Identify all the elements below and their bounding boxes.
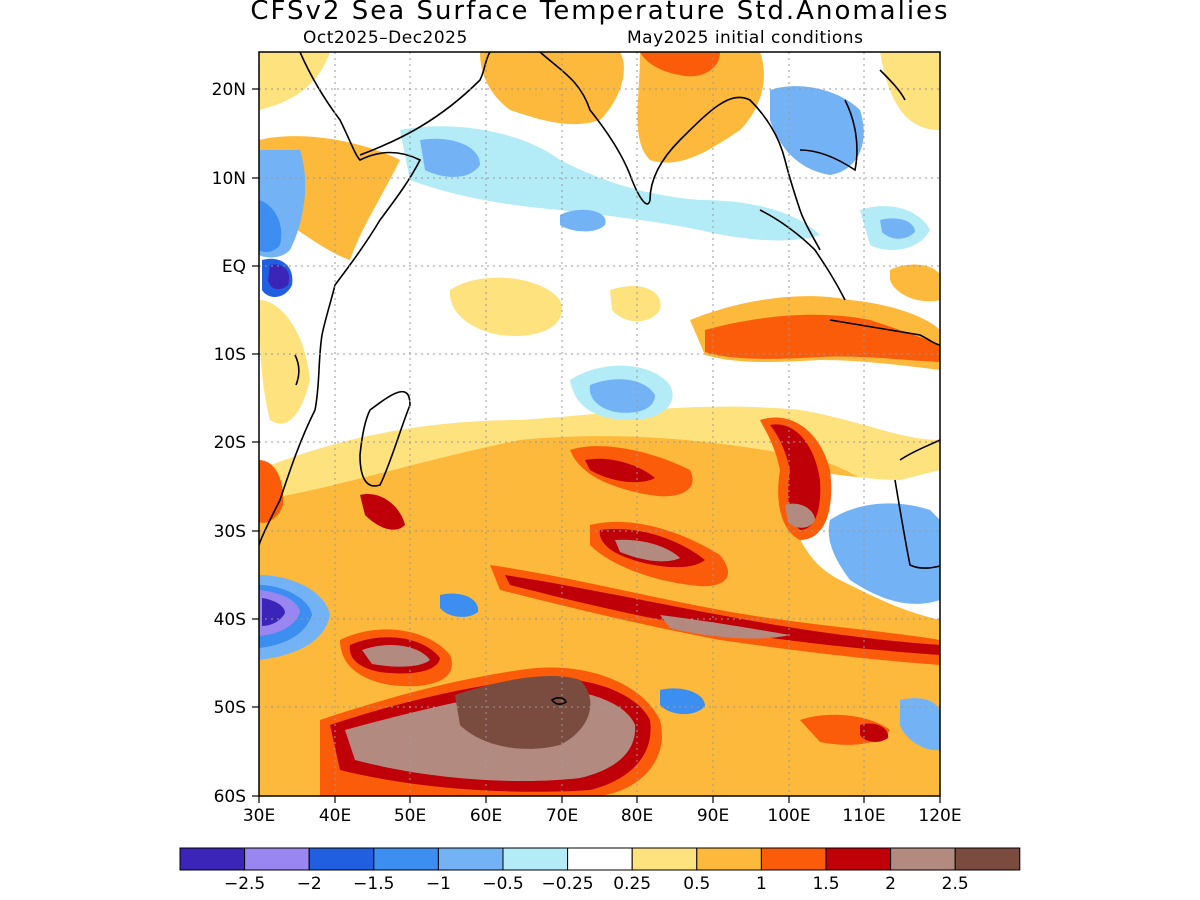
colorbar-swatch — [437, 847, 504, 871]
lat-tick-40s: 40S — [214, 610, 246, 630]
colorbar-swatch — [954, 847, 1021, 871]
lon-tick-70e: 70E — [546, 806, 578, 826]
colorbar-swatch — [308, 847, 375, 871]
colorbar-swatch — [631, 847, 698, 871]
lat-tick-10n: 10N — [212, 169, 246, 189]
colorbar-label: 0.5 — [683, 874, 710, 894]
anomaly-field — [259, 52, 940, 796]
colorbar-swatch — [373, 847, 439, 871]
colorbar-swatch — [825, 847, 892, 871]
lon-tick-40e: 40E — [319, 806, 351, 826]
lat-axis: 20N 10N EQ 10S 20S 30S 40S 50S 60S — [212, 80, 246, 807]
colorbar-label: −0.5 — [482, 874, 523, 894]
lon-axis: 30E 40E 50E 60E 70E 80E 90E 100E 110E 12… — [243, 806, 962, 826]
plot-frame — [258, 51, 941, 797]
map-title: CFSv2 Sea Surface Temperature Std.Anomal… — [250, 0, 950, 26]
lon-tick-120e: 120E — [918, 806, 961, 826]
colorbar-swatch — [244, 847, 310, 871]
lon-tick-100e: 100E — [767, 806, 810, 826]
colorbar-label: −2 — [297, 874, 322, 894]
lat-tick-20n: 20N — [212, 80, 246, 100]
colorbar-label: 2 — [885, 874, 896, 894]
initial-conditions: May2025 initial conditions — [627, 28, 864, 48]
forecast-period: Oct2025–Dec2025 — [303, 28, 468, 48]
lon-tick-30e: 30E — [243, 806, 275, 826]
lat-tick-50s: 50S — [214, 698, 246, 718]
colorbar-label: 2.5 — [942, 874, 969, 894]
lat-tick-60s: 60S — [214, 787, 246, 807]
lat-tick-30s: 30S — [214, 522, 246, 542]
colorbar-label: 1 — [756, 874, 767, 894]
lon-tick-110e: 110E — [842, 806, 885, 826]
colorbar-label: 0.25 — [613, 874, 651, 894]
colorbar-label: 1.5 — [812, 874, 839, 894]
lon-tick-50e: 50E — [394, 806, 426, 826]
graticule — [259, 52, 940, 796]
colorbar-label: −1 — [426, 874, 451, 894]
lon-tick-60e: 60E — [470, 806, 502, 826]
lon-tick-90e: 90E — [697, 806, 729, 826]
colorbar-swatch — [502, 847, 569, 871]
lat-tick-eq: EQ — [222, 257, 246, 277]
colorbar-swatch — [567, 847, 633, 871]
lat-tick-20s: 20S — [214, 433, 246, 453]
colorbar-swatch — [179, 847, 246, 871]
coastlines — [259, 52, 940, 705]
colorbar: −2.5 −2 −1.5 −1 −0.5 −0.25 0.25 0.5 1 1.5 2 2.5 — [179, 847, 1021, 894]
colorbar-swatch — [696, 847, 762, 871]
colorbar-label: −2.5 — [224, 874, 265, 894]
colorbar-swatch — [890, 847, 956, 871]
colorbar-label: −1.5 — [353, 874, 394, 894]
lon-tick-80e: 80E — [621, 806, 653, 826]
tick-marks — [252, 88, 941, 803]
colorbar-swatch — [760, 847, 827, 871]
lat-tick-10s: 10S — [214, 345, 246, 365]
colorbar-label: −0.25 — [542, 874, 594, 894]
